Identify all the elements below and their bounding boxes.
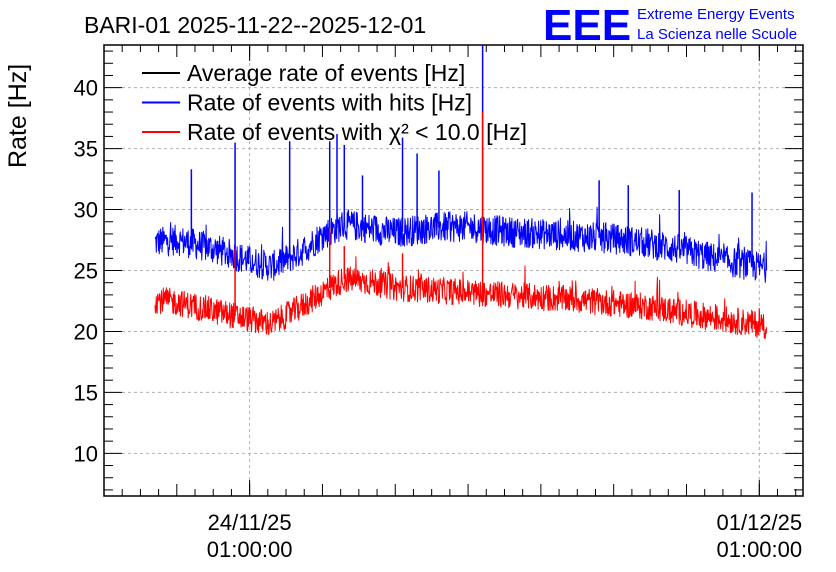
y-tick-label: 25	[74, 259, 98, 284]
x-tick-label-time: 01:00:00	[207, 537, 293, 562]
chart-title: BARI-01 2025-11-22--2025-12-01	[84, 12, 426, 38]
y-tick-label: 15	[74, 380, 98, 405]
y-tick-label: 40	[74, 76, 98, 101]
grid	[104, 45, 803, 496]
legend: Average rate of events [Hz] Rate of event…	[142, 60, 527, 145]
logo-line-2: La Scienza nelle Scuole	[637, 26, 797, 43]
series-line-2	[154, 256, 768, 339]
y-tick-label: 10	[74, 441, 98, 466]
x-tick-label-date: 01/12/25	[716, 510, 802, 535]
series-layer	[154, 45, 768, 339]
plot-frame	[103, 44, 804, 497]
legend-entry-2: Rate of events with χ² < 10.0 [Hz]	[187, 119, 527, 145]
y-axis-label: Rate [Hz]	[4, 64, 32, 168]
series-line-1	[154, 206, 768, 283]
y-tick-label: 20	[74, 319, 98, 344]
eee-logo: EEE Extreme Energy Events La Scienza nel…	[543, 1, 797, 50]
logo-line-1: Extreme Energy Events	[637, 6, 795, 23]
x-tick-label-date: 24/11/25	[208, 510, 292, 535]
legend-entry-1: Rate of events with hits [Hz]	[187, 90, 472, 116]
axes: 1015202530354024/11/2501:00:0001/12/2501…	[74, 44, 804, 562]
legend-entry-0: Average rate of events [Hz]	[187, 60, 465, 86]
logo-mark: EEE	[543, 1, 631, 50]
y-tick-label: 30	[74, 198, 98, 223]
x-tick-label-time: 01:00:00	[716, 537, 802, 562]
y-tick-label: 35	[74, 137, 98, 162]
